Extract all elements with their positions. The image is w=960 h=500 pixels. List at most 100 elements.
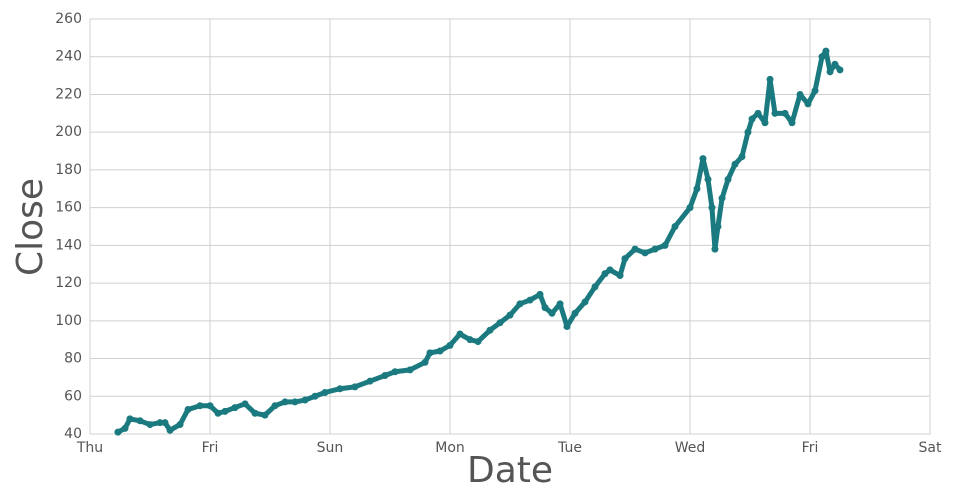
x-tick-label: Tue [557,440,582,456]
point [606,266,614,274]
point [761,119,769,127]
point [206,402,214,410]
x-tick-label: Fri [202,440,219,456]
y-tick-label: 140 [55,237,82,253]
point [456,330,464,338]
point [822,47,830,55]
point [548,309,556,317]
point [711,245,719,253]
point [291,398,299,406]
point [731,160,739,168]
point [261,411,269,419]
point [641,249,649,257]
point [241,400,249,408]
point [426,349,434,357]
point [526,296,534,304]
y-tick-label: 60 [64,388,82,404]
point [563,322,571,330]
point [351,383,359,391]
point [251,409,259,417]
point [474,338,482,346]
y-tick-label: 100 [55,313,82,329]
point [271,402,279,410]
point [601,270,609,278]
point [651,245,659,253]
point [818,53,826,61]
x-tick-label: Sun [317,440,344,456]
point [221,407,229,415]
point [446,341,454,349]
point [321,389,329,396]
point [616,272,624,280]
point [714,223,722,230]
point [381,372,389,380]
point [781,109,789,117]
point [126,415,134,423]
point [708,204,716,212]
point [748,115,756,123]
point [466,336,474,344]
x-tick-label: Wed [675,440,706,456]
point [661,241,669,249]
point [536,290,544,298]
point [738,153,746,161]
point [811,87,819,95]
point [591,283,599,291]
x-tick-label: Mon [435,440,465,456]
point [184,405,192,413]
y-tick-label: 180 [55,162,82,178]
point [366,377,374,385]
point [196,402,204,410]
point [556,300,564,308]
point [836,66,844,74]
point [541,304,549,312]
x-axis-label: Date [467,450,553,491]
y-tick-label: 240 [55,49,82,65]
point [421,358,429,366]
point [176,421,184,429]
point [436,347,444,355]
x-tick-label: Thu [76,440,103,456]
point [826,68,834,76]
x-tick-label: Sat [919,440,942,456]
y-tick-label: 80 [64,351,82,367]
point [161,419,169,427]
point [788,119,796,127]
point [693,185,701,193]
point [831,60,839,68]
point [166,426,174,434]
point [804,100,812,108]
point [301,396,309,404]
plot-frame [89,18,931,435]
point [631,245,639,253]
y-tick-label: 40 [64,426,82,442]
point [744,128,752,136]
point [311,392,319,400]
point [704,175,712,183]
point [581,298,589,306]
point [336,385,344,393]
point [406,366,414,374]
point [796,90,804,98]
y-tick-label: 260 [55,11,82,27]
point [754,109,762,117]
point [496,319,504,327]
y-tick-label: 160 [55,200,82,216]
point [136,417,144,425]
point [686,204,694,212]
point [156,419,164,427]
y-tick-label: 220 [55,86,82,102]
point [281,398,289,406]
point [114,428,122,436]
y-axis-label: Close [10,178,51,276]
point [121,424,129,432]
point [516,300,524,308]
point [718,194,726,202]
y-tick-label: 200 [55,124,82,140]
point [214,409,222,417]
point [506,311,514,319]
point [771,109,779,117]
point [699,155,707,163]
y-tick-label: 120 [55,275,82,291]
